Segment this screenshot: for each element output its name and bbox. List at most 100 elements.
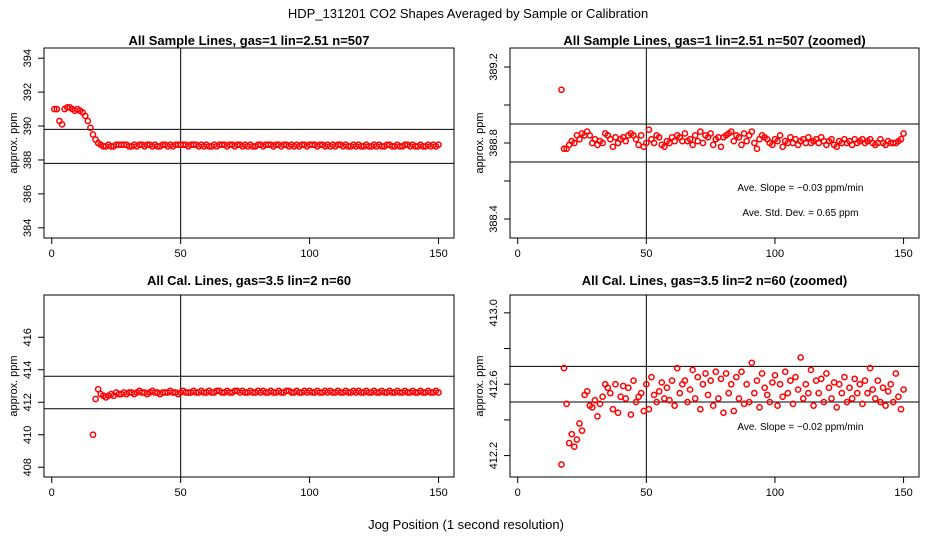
data-point — [686, 386, 694, 393]
data-point — [779, 393, 787, 401]
y-tick-label: 388 — [22, 151, 34, 169]
data-point — [776, 132, 784, 139]
data-point — [823, 370, 830, 377]
x-tick-label: 50 — [640, 248, 652, 260]
data-point — [663, 384, 671, 392]
data-point — [588, 404, 596, 411]
data-points — [558, 86, 907, 153]
data-point — [707, 130, 714, 137]
data-point — [743, 380, 751, 388]
y-axis-label: approx. ppm — [474, 112, 486, 173]
data-point — [53, 105, 61, 113]
data-point — [570, 139, 578, 147]
data-point — [745, 398, 753, 406]
data-point — [730, 137, 738, 145]
data-point — [697, 128, 704, 135]
data-point — [717, 143, 725, 151]
data-point — [435, 389, 442, 396]
data-point — [596, 400, 604, 408]
data-point — [871, 395, 879, 402]
data-point — [751, 389, 758, 397]
data-point — [848, 395, 856, 402]
panel-title: All Cal. Lines, gas=3.5 lin=2 n=60 — [147, 273, 351, 288]
x-tick-label: 100 — [766, 487, 784, 499]
data-point — [684, 398, 691, 406]
y-tick-label: 412 — [22, 393, 34, 411]
x-tick-label: 50 — [175, 487, 187, 499]
data-point — [558, 461, 565, 468]
data-point — [599, 393, 606, 401]
data-point — [58, 120, 66, 128]
data-point — [748, 128, 756, 135]
y-tick-label: 386 — [22, 185, 34, 203]
data-point — [817, 375, 825, 383]
x-tick-label: 150 — [429, 487, 447, 499]
data-point — [825, 384, 833, 392]
data-point — [576, 135, 583, 143]
data-point — [833, 404, 841, 411]
data-point — [704, 391, 712, 399]
data-point — [853, 389, 861, 397]
data-point — [835, 380, 843, 388]
data-point — [84, 117, 92, 125]
data-point — [799, 395, 807, 402]
data-point — [642, 380, 650, 388]
y-tick-label: 414 — [22, 361, 34, 379]
data-point — [900, 130, 907, 137]
data-point — [851, 375, 859, 383]
data-point — [697, 405, 704, 413]
x-tick-label: 0 — [515, 487, 521, 499]
data-point — [599, 139, 606, 147]
data-point — [681, 130, 689, 137]
data-point — [779, 143, 787, 151]
data-point — [738, 141, 745, 149]
y-tick-label: 408 — [22, 458, 34, 476]
data-point — [769, 379, 776, 386]
data-point — [789, 400, 797, 408]
x-tick-label: 150 — [429, 248, 447, 260]
data-point — [733, 373, 740, 381]
panel-title: All Cal. Lines, gas=3.5 lin=2 n=60 (zoom… — [582, 273, 848, 288]
x-tick-label: 0 — [49, 248, 55, 260]
data-points — [89, 385, 442, 439]
plot-frame — [509, 294, 920, 478]
x-tick-label: 100 — [300, 487, 318, 499]
y-axis-label: approx. ppm — [8, 112, 20, 173]
data-point — [769, 141, 776, 149]
data-point — [828, 135, 835, 143]
data-point — [763, 391, 771, 399]
data-point — [715, 395, 722, 402]
data-point — [630, 377, 637, 384]
figure-title: HDP_131201 CO2 Shapes Averaged by Sample… — [288, 6, 648, 21]
data-point — [565, 439, 573, 447]
data-point — [642, 139, 650, 147]
data-point — [897, 135, 905, 143]
y-tick-label: 390 — [22, 117, 34, 135]
data-point — [743, 137, 751, 145]
x-tick-label: 150 — [894, 487, 912, 499]
data-point — [709, 402, 717, 409]
data-point — [87, 124, 94, 132]
data-point — [841, 373, 848, 381]
data-point — [558, 86, 565, 94]
y-tick-label: 394 — [22, 49, 34, 67]
data-point — [774, 137, 781, 145]
data-point — [624, 384, 632, 392]
data-point — [709, 141, 717, 149]
data-point — [805, 133, 812, 141]
data-point — [861, 377, 869, 384]
y-tick-label: 388.4 — [488, 205, 500, 233]
data-point — [686, 135, 694, 143]
data-point — [720, 409, 727, 417]
data-point — [774, 402, 781, 409]
data-point — [707, 377, 714, 384]
data-point — [758, 370, 766, 377]
data-point — [655, 388, 663, 395]
data-point — [735, 395, 743, 402]
annotation: Ave. Std. Dev. = 0.65 ppm — [742, 208, 858, 219]
x-tick-label: 50 — [640, 487, 652, 499]
data-point — [671, 137, 678, 145]
x-tick-label: 0 — [515, 248, 521, 260]
data-point — [560, 145, 568, 153]
data-point — [699, 139, 707, 147]
